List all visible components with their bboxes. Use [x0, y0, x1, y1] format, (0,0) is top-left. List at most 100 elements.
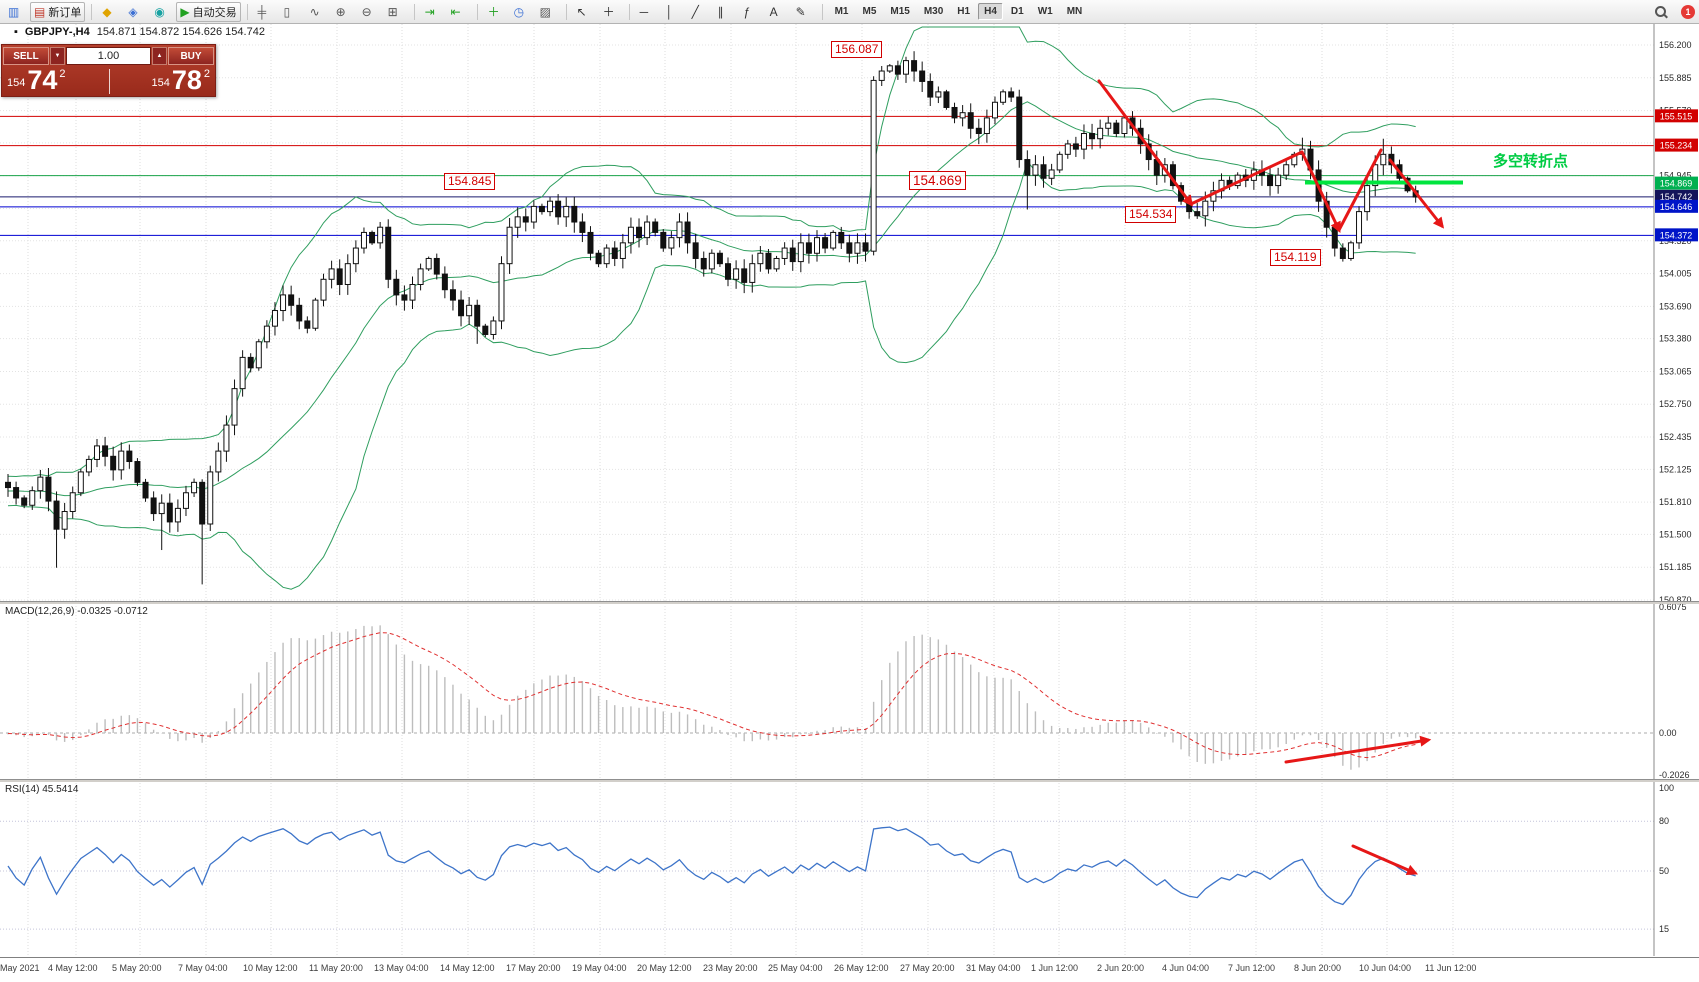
- trend-arrow[interactable]: [1284, 735, 1432, 764]
- sell-price-small: 154: [7, 77, 26, 89]
- trend-arrow[interactable]: [1388, 158, 1445, 229]
- text-tool-icon[interactable]: A: [769, 4, 778, 19]
- chart-mini-icon[interactable]: ▥: [8, 4, 20, 19]
- timeframe-button-h1[interactable]: H1: [957, 6, 971, 17]
- zoom-out-icon[interactable]: ⊖: [361, 4, 372, 19]
- auto-scroll-icon[interactable]: ⇥: [424, 4, 435, 19]
- candle-body: [1347, 242, 1354, 259]
- candle-body: [1040, 164, 1047, 179]
- candle-body: [822, 237, 829, 249]
- candle-body: [312, 299, 319, 329]
- chart-shift-icon[interactable]: ⇤: [450, 4, 461, 19]
- candle-body: [304, 320, 311, 329]
- crosshair-icon[interactable]: ＋: [602, 4, 615, 19]
- candle-body: [943, 91, 950, 108]
- arrows-tool-icon[interactable]: ✎: [795, 4, 806, 19]
- candle-body: [255, 341, 262, 369]
- zoom-in-icon[interactable]: ⊕: [335, 4, 346, 19]
- time-axis-label: 26 May 12:00: [834, 963, 889, 973]
- indicators-icon[interactable]: ＋: [487, 4, 500, 19]
- volume-input[interactable]: [66, 47, 151, 65]
- candle-body: [579, 221, 586, 233]
- bollinger-lower-band: [7, 160, 1416, 590]
- candle-body: [676, 221, 683, 239]
- price-annotation-label[interactable]: 154.534: [1125, 206, 1177, 223]
- line-chart-icon[interactable]: ∿: [309, 4, 320, 19]
- timeframe-button-d1[interactable]: D1: [1010, 6, 1024, 17]
- navigator-icon[interactable]: ◉: [154, 4, 165, 19]
- volume-increase-button[interactable]: ▲: [152, 47, 167, 65]
- candle-body: [838, 231, 845, 244]
- rsi-line: [7, 826, 1416, 906]
- candle-body: [506, 226, 513, 265]
- timeframe-button-m1[interactable]: M1: [834, 6, 849, 17]
- rsi-axis-label: 15: [1659, 924, 1669, 934]
- timeframe-button-m5[interactable]: M5: [862, 6, 877, 17]
- trendline-icon[interactable]: ╱: [691, 4, 699, 19]
- candle-body: [547, 200, 554, 213]
- price-badge-label: 154.742: [1660, 192, 1693, 202]
- candle-body: [1331, 226, 1338, 249]
- volume-decrease-button[interactable]: ▼: [50, 47, 65, 65]
- data-window-icon[interactable]: ◈: [128, 4, 138, 19]
- trend-arrow[interactable]: [1351, 844, 1419, 875]
- candle-body: [377, 226, 384, 244]
- candle-body: [441, 273, 448, 291]
- search-icon[interactable]: [1651, 2, 1675, 22]
- macd-indicator-label: MACD(12,26,9) -0.0325 -0.0712: [5, 606, 148, 617]
- timeframe-button-w1[interactable]: W1: [1037, 6, 1053, 17]
- cursor-icon[interactable]: ↖: [576, 4, 587, 19]
- channel-icon[interactable]: ∥: [717, 4, 724, 19]
- price-annotation-label[interactable]: 154.845: [444, 173, 496, 190]
- price-annotation-label[interactable]: 156.087: [831, 41, 883, 58]
- trend-arrow[interactable]: [1337, 148, 1383, 232]
- horizontal-line-icon[interactable]: ─: [639, 4, 649, 19]
- candle-body: [498, 263, 505, 322]
- candle-body: [1016, 96, 1023, 161]
- new-order-button[interactable]: ▤ 新订单: [30, 1, 86, 22]
- timeframe-button-m30[interactable]: M30: [923, 6, 944, 17]
- candle-body: [271, 310, 278, 327]
- candle-body: [93, 445, 100, 460]
- tile-windows-icon[interactable]: ⊞: [387, 4, 398, 19]
- candle-body: [223, 424, 230, 452]
- candle-body: [603, 247, 610, 265]
- panel-separator[interactable]: [0, 779, 1699, 782]
- candle-body: [425, 257, 432, 270]
- sell-price[interactable]: 154 74 2: [7, 67, 66, 94]
- price-axis-label: 152.435: [1659, 432, 1692, 442]
- rsi-axis-label: 50: [1659, 866, 1669, 876]
- time-axis-label: 8 Jun 20:00: [1294, 963, 1341, 973]
- autotrading-button[interactable]: ▶ 自动交易: [176, 1, 241, 22]
- market-watch-icon[interactable]: ◆: [102, 4, 112, 19]
- timeframe-button-h4[interactable]: H4: [978, 3, 1003, 20]
- candle-body: [474, 304, 481, 327]
- candle-body: [757, 252, 764, 265]
- candle-body: [587, 231, 594, 254]
- bar-chart-icon[interactable]: ╪: [257, 4, 267, 19]
- notifications-badge[interactable]: 1: [1681, 4, 1695, 19]
- sell-button[interactable]: SELL: [3, 47, 49, 65]
- fibonacci-icon[interactable]: ƒ: [743, 4, 751, 19]
- buy-button[interactable]: BUY: [168, 47, 214, 65]
- candle-body: [199, 481, 206, 525]
- timeframe-button-m15[interactable]: M15: [890, 6, 910, 17]
- candle-body: [1194, 211, 1201, 217]
- buy-price[interactable]: 154 78 2: [151, 67, 210, 94]
- periods-icon[interactable]: ◷: [513, 4, 525, 19]
- candle-body: [765, 252, 772, 270]
- candle-body: [29, 490, 36, 506]
- vertical-line-icon[interactable]: │: [665, 4, 674, 19]
- price-annotation-label[interactable]: 154.869: [909, 171, 966, 190]
- candlestick-chart-icon[interactable]: ▯: [283, 4, 291, 19]
- templates-icon[interactable]: ▨: [539, 4, 551, 19]
- panel-separator[interactable]: [0, 601, 1699, 604]
- timeframe-button-mn[interactable]: MN: [1066, 6, 1083, 17]
- trend-arrow[interactable]: [1300, 150, 1341, 233]
- trend-arrow[interactable]: [1097, 79, 1193, 207]
- price-annotation-label[interactable]: 154.119: [1270, 249, 1321, 266]
- trend-arrow[interactable]: [1189, 150, 1304, 206]
- chinese-annotation[interactable]: 多空转折点: [1493, 153, 1569, 170]
